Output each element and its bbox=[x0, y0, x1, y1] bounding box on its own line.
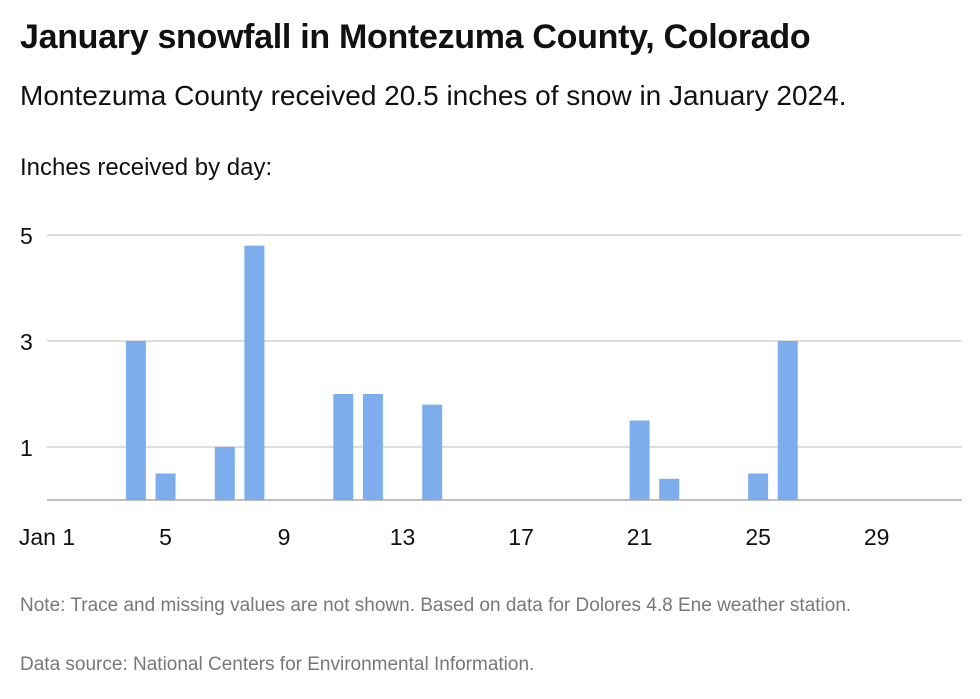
chart-subtitle: Montezuma County received 20.5 inches of… bbox=[20, 80, 847, 111]
gridlines bbox=[47, 234, 962, 501]
x-tick-labels: Jan 1 5 9 13 17 21 25 29 bbox=[19, 524, 890, 550]
bar-chart: 135 Jan 1 5 9 13 17 21 25 29 bbox=[19, 223, 962, 550]
bar-day-21 bbox=[629, 420, 650, 500]
x-tick-label: 25 bbox=[745, 524, 771, 550]
data-source: Data source: National Centers for Enviro… bbox=[20, 654, 535, 675]
bar-day-12 bbox=[362, 394, 383, 500]
x-tick-label: 17 bbox=[508, 524, 534, 550]
x-tick-label: 29 bbox=[864, 524, 890, 550]
bar-day-7 bbox=[214, 447, 235, 500]
bar-day-22 bbox=[659, 478, 680, 500]
bar-day-11 bbox=[333, 394, 354, 500]
bars bbox=[125, 245, 798, 500]
y-tick-label: 1 bbox=[20, 435, 33, 461]
y-axis-caption: Inches received by day: bbox=[20, 154, 273, 181]
bar-day-26 bbox=[777, 341, 798, 500]
y-tick-label: 3 bbox=[20, 329, 33, 355]
chart-note: Note: Trace and missing values are not s… bbox=[20, 595, 852, 616]
x-tick-label: 5 bbox=[159, 524, 172, 550]
bar-day-5 bbox=[155, 473, 176, 500]
x-tick-label: Jan 1 bbox=[19, 524, 75, 550]
bar-day-8 bbox=[244, 245, 265, 500]
y-tick-label: 5 bbox=[20, 223, 33, 249]
bar-day-14 bbox=[422, 404, 443, 500]
x-tick-label: 21 bbox=[627, 524, 653, 550]
bar-day-4 bbox=[125, 341, 146, 500]
x-tick-label: 9 bbox=[278, 524, 291, 550]
x-tick-label: 13 bbox=[390, 524, 416, 550]
chart-title: January snowfall in Montezuma County, Co… bbox=[20, 18, 811, 56]
bar-day-25 bbox=[748, 473, 769, 500]
y-tick-labels: 1 3 5 bbox=[20, 223, 33, 461]
